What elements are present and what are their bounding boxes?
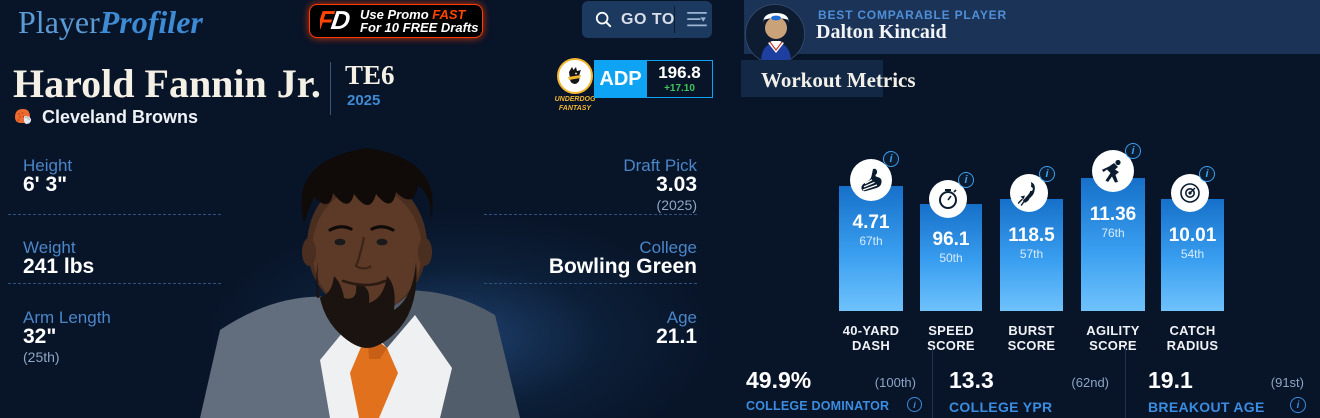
svg-text:D: D xyxy=(329,9,352,33)
